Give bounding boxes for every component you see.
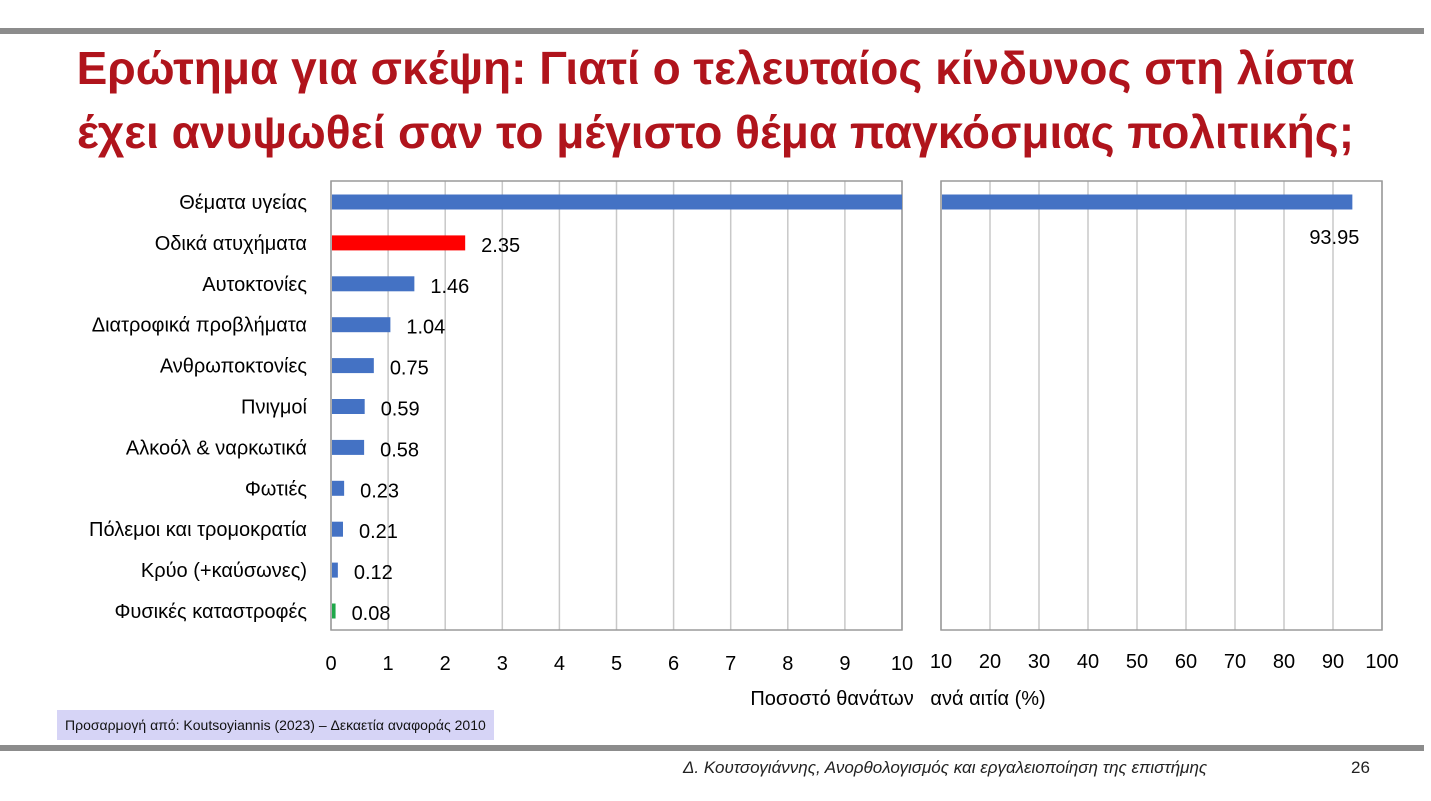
- left-x-tick-label: 10: [891, 653, 913, 675]
- left-x-tick-label: 6: [668, 653, 679, 675]
- left-x-tick-label: 5: [611, 653, 622, 675]
- left-x-tick-label: 0: [325, 653, 336, 675]
- slide-title: Ερώτημα για σκέψη: Γιατί ο τελευταίος κί…: [0, 36, 1431, 164]
- data-label: 1.46: [430, 276, 469, 298]
- category-label: Κρύο (+καύσωνες): [141, 560, 307, 582]
- right-x-tick-label: 30: [1028, 651, 1050, 673]
- x-axis-label: Ποσοστό θανάτων ανά αιτία (%): [750, 688, 1045, 710]
- left-x-tick-label: 3: [497, 653, 508, 675]
- right-x-tick-label: 20: [979, 651, 1001, 673]
- category-label: Οδικά ατυχήματα: [155, 233, 307, 255]
- bar-left: [332, 235, 466, 251]
- category-label: Ανθρωποκτονίες: [160, 356, 308, 378]
- data-label: 0.08: [352, 603, 391, 625]
- bar-left: [332, 562, 338, 578]
- category-label: Θέματα υγείας: [179, 192, 307, 214]
- category-label: Αυτοκτονίες: [202, 274, 307, 296]
- category-label: Πνιγμοί: [241, 397, 308, 419]
- left-panel-frame: [330, 180, 903, 631]
- footer-author-title: Δ. Κουτσογιάννης, Ανορθολογισμός και εργ…: [683, 758, 1208, 777]
- right-x-tick-label: 60: [1175, 651, 1197, 673]
- bottom-rule: [0, 745, 1424, 751]
- left-x-tick-label: 9: [839, 653, 850, 675]
- title-line-2: έχει ανυψωθεί σαν το μέγιστο θέμα παγκόσ…: [76, 106, 1355, 158]
- right-panel-frame: [940, 180, 1383, 631]
- bar-left: [332, 194, 902, 210]
- category-label: Πόλεμοι και τρομοκρατία: [89, 519, 307, 541]
- right-x-tick-label: 80: [1273, 651, 1295, 673]
- right-x-tick-label: 40: [1077, 651, 1099, 673]
- bar-left: [332, 276, 415, 292]
- source-note: Προσαρμογή από: Koutsoyiannis (2023) – Δ…: [57, 710, 494, 740]
- left-x-tick-label: 8: [782, 653, 793, 675]
- data-label: 0.75: [390, 358, 429, 380]
- data-label: 0.59: [381, 399, 420, 421]
- left-x-tick-label: 2: [440, 653, 451, 675]
- data-label: 2.35: [481, 235, 520, 257]
- bar-left: [332, 399, 365, 414]
- category-label: Διατροφικά προβλήματα: [92, 315, 307, 337]
- data-label: 0.23: [360, 480, 399, 502]
- bar-left: [332, 603, 336, 619]
- broken-axis-bar-chart: 0 1 2 3 4 5 6 7 8 9 10 10 20 30 40 50 60 70 80 90 100 Ποσοστό…: [89, 180, 1399, 710]
- data-label: 0.58: [380, 439, 419, 461]
- bar-left: [332, 439, 365, 455]
- right-x-tick-label: 100: [1365, 651, 1398, 673]
- right-x-tick-label: 70: [1224, 651, 1246, 673]
- page-number: 26: [1351, 758, 1370, 777]
- left-x-tick-label: 1: [383, 653, 394, 675]
- right-x-tick-label: 10: [930, 651, 952, 673]
- data-label: 1.04: [406, 317, 445, 339]
- bar-left: [332, 358, 374, 374]
- bar-left: [332, 521, 343, 537]
- bar-right: [942, 194, 1353, 210]
- bar-left: [332, 317, 391, 333]
- category-label: Φωτιές: [245, 478, 308, 500]
- data-label: 93.95: [1309, 227, 1359, 249]
- title-line-1: Ερώτημα για σκέψη: Γιατί ο τελευταίος κί…: [76, 42, 1355, 94]
- right-x-tick-label: 90: [1322, 651, 1344, 673]
- data-label: 0.12: [354, 562, 393, 584]
- data-label: 0.21: [359, 521, 398, 543]
- category-label: Φυσικές καταστροφές: [114, 601, 307, 623]
- bar-left: [332, 480, 345, 496]
- left-x-tick-label: 7: [725, 653, 736, 675]
- right-x-tick-label: 50: [1126, 651, 1148, 673]
- top-rule: [0, 28, 1424, 34]
- left-x-tick-label: 4: [554, 653, 565, 675]
- category-label: Αλκοόλ & ναρκωτικά: [126, 437, 307, 459]
